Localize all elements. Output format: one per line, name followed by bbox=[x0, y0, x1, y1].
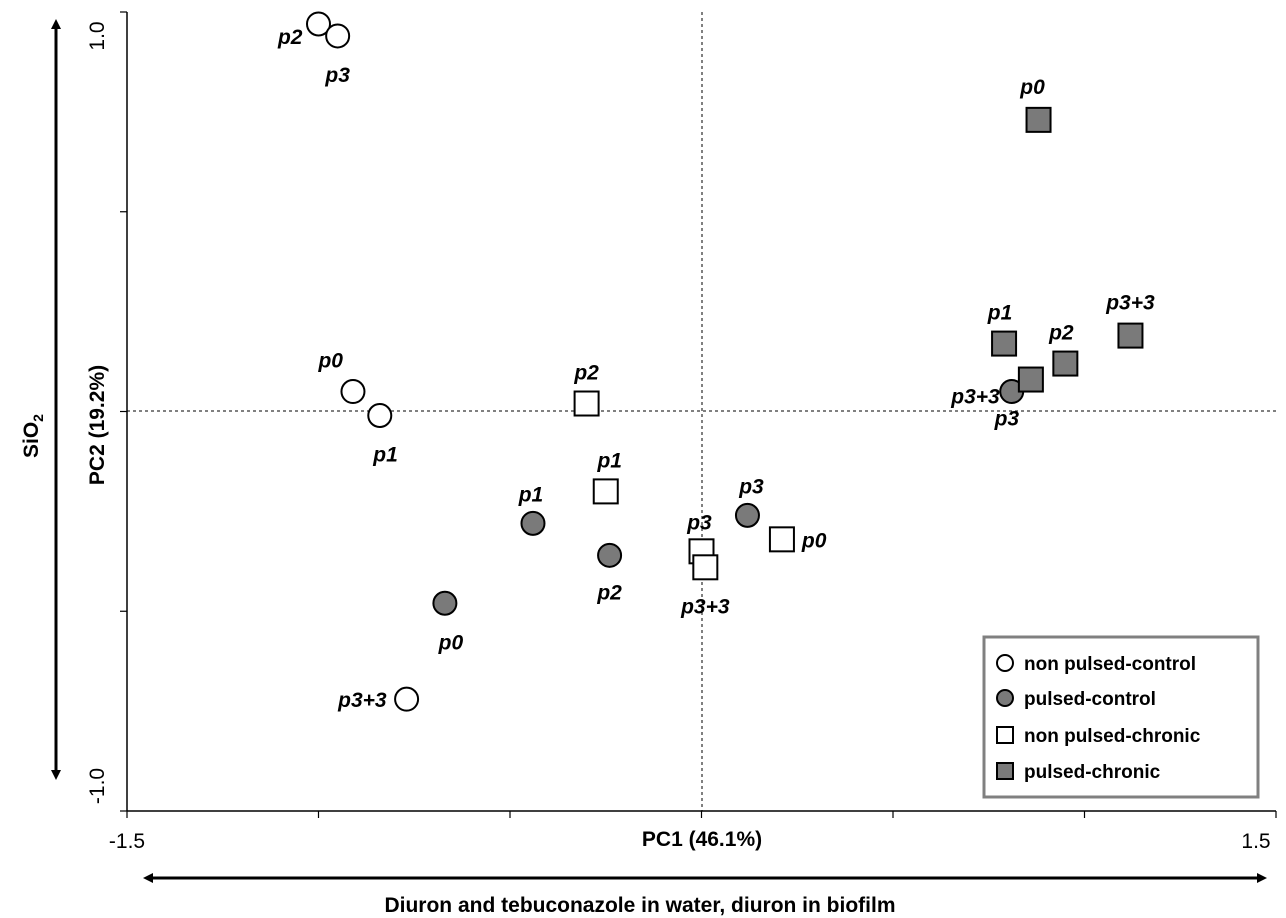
y-tick-label-max: 1.0 bbox=[86, 21, 109, 50]
point-label-non-pulsed-control-p3: p3 bbox=[324, 64, 350, 87]
point-label-non-pulsed-chronic-p0: p0 bbox=[801, 529, 827, 552]
point-non-pulsed-chronic-p3+3 bbox=[692, 554, 719, 581]
point-label-non-pulsed-chronic-p3+3: p3+3 bbox=[680, 595, 730, 618]
legend-symbol-pulsed-chronic bbox=[996, 762, 1014, 780]
point-label-pulsed-chronic-p3: p3 bbox=[994, 408, 1020, 431]
point-pulsed-control-p0 bbox=[432, 590, 458, 616]
y-direction-label: SiO2 bbox=[20, 414, 46, 458]
legend: non pulsed-control pulsed-control non pu… bbox=[982, 635, 1260, 799]
legend-label-non-pulsed-control: non pulsed-control bbox=[1024, 654, 1196, 675]
legend-label-non-pulsed-chronic: non pulsed-chronic bbox=[1024, 726, 1201, 747]
point-pulsed-chronic-p3+3 bbox=[1117, 322, 1144, 349]
point-non-pulsed-control-p1 bbox=[367, 402, 393, 428]
point-non-pulsed-control-p0 bbox=[340, 379, 366, 405]
point-non-pulsed-control-p2 bbox=[306, 11, 331, 37]
legend-box bbox=[982, 635, 1260, 799]
point-label-pulsed-chronic-p1: p1 bbox=[987, 302, 1013, 325]
point-label-non-pulsed-chronic-p2: p2 bbox=[573, 362, 599, 385]
point-pulsed-chronic-p1 bbox=[991, 330, 1018, 357]
point-label-pulsed-control-p2: p2 bbox=[596, 581, 622, 604]
legend-symbol-pulsed-control bbox=[996, 689, 1014, 707]
point-label-pulsed-chronic-p2: p2 bbox=[1048, 322, 1074, 345]
point-label-pulsed-control-p1: p1 bbox=[518, 483, 544, 506]
point-pulsed-control-p1 bbox=[520, 510, 546, 536]
point-pulsed-control-p3 bbox=[734, 502, 760, 528]
legend-label-pulsed-control: pulsed-control bbox=[1024, 689, 1156, 710]
point-label-non-pulsed-control-p2: p2 bbox=[277, 26, 303, 49]
point-pulsed-control-p2 bbox=[597, 542, 623, 568]
point-label-pulsed-control-p0: p0 bbox=[438, 631, 464, 654]
axis-ticks bbox=[120, 11, 1277, 818]
point-non-pulsed-chronic-p0 bbox=[768, 526, 795, 553]
x-tick-label-max: 1.5 bbox=[1241, 830, 1270, 853]
point-label-non-pulsed-chronic-p1: p1 bbox=[596, 449, 622, 472]
point-label-pulsed-control-p3: p3 bbox=[738, 475, 764, 498]
x-direction-label: Diuron and tebuconazole in water, diuron… bbox=[384, 894, 895, 917]
x-axis-title: PC1 (46.1%) bbox=[642, 828, 762, 851]
y-direction-label-subscript: 2 bbox=[30, 414, 46, 422]
point-label-non-pulsed-control-p1: p1 bbox=[372, 443, 398, 466]
y-tick-label-min: -1.0 bbox=[86, 768, 109, 804]
point-label-non-pulsed-control-p3+3: p3+3 bbox=[337, 689, 387, 712]
x-tick-label-min: -1.5 bbox=[109, 830, 145, 853]
point-non-pulsed-chronic-p2 bbox=[573, 390, 600, 417]
point-pulsed-chronic-p0 bbox=[1025, 106, 1052, 133]
data-points: p0p1p2p3p3+3p0p1p2p3p3+3p0p1p2p3p3+3p0p1… bbox=[277, 11, 1155, 712]
point-non-pulsed-control-p3 bbox=[325, 23, 351, 49]
point-label-pulsed-control-p3+3: p3+3 bbox=[950, 386, 1000, 409]
point-label-non-pulsed-chronic-p3: p3 bbox=[686, 511, 712, 534]
point-pulsed-chronic-p3 bbox=[1017, 366, 1044, 393]
y-axis-title: PC2 (19.2%) bbox=[86, 365, 109, 485]
point-non-pulsed-chronic-p1 bbox=[592, 478, 619, 505]
point-label-non-pulsed-control-p0: p0 bbox=[317, 350, 343, 373]
y-direction-label-main: SiO bbox=[20, 422, 43, 458]
point-label-pulsed-chronic-p0: p0 bbox=[1019, 76, 1045, 99]
point-pulsed-chronic-p2 bbox=[1052, 350, 1079, 377]
legend-symbol-non-pulsed-control bbox=[996, 654, 1014, 672]
point-non-pulsed-control-p3+3 bbox=[394, 686, 420, 712]
legend-symbol-non-pulsed-chronic bbox=[996, 726, 1014, 744]
legend-label-pulsed-chronic: pulsed-chronic bbox=[1024, 762, 1161, 783]
point-label-pulsed-chronic-p3+3: p3+3 bbox=[1105, 292, 1155, 315]
